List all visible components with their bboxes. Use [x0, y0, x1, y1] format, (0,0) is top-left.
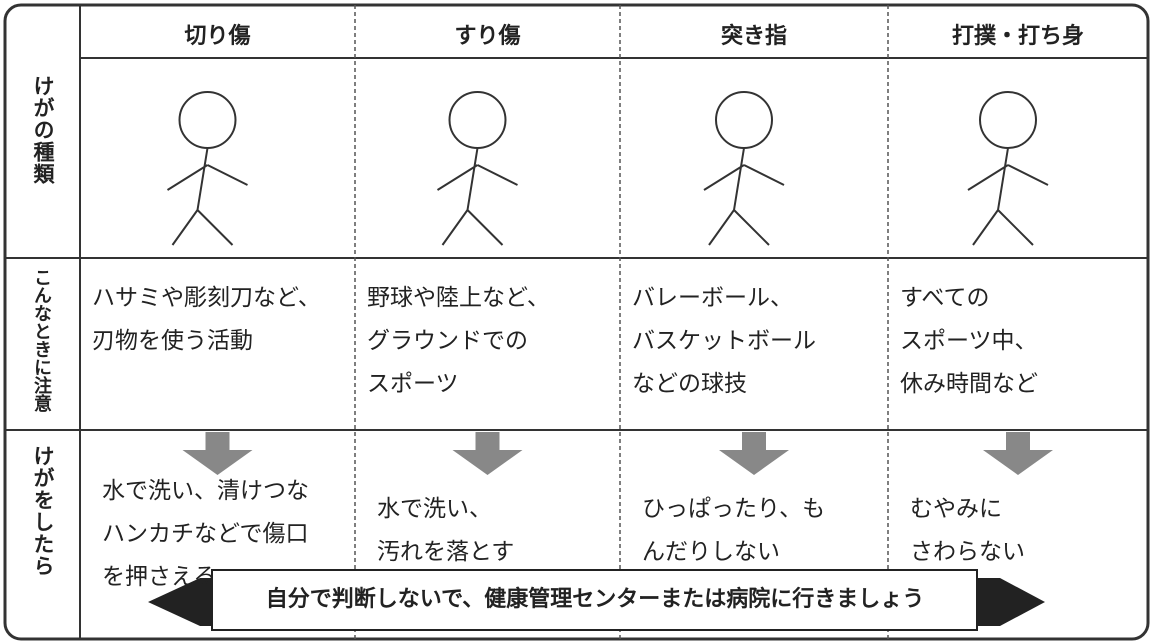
action-line: んだりしない: [642, 539, 780, 565]
caution-line: スポーツ: [367, 371, 459, 397]
illustration-body: [166, 147, 248, 246]
action-text: ひっぱったり、も んだりしない: [642, 488, 825, 574]
caution-text: ハサミや彫刻刀など、 刃物を使う活動: [92, 277, 321, 363]
caution-line: 野球や陸上など、: [367, 285, 550, 311]
down-arrow: [452, 432, 523, 475]
action-line: さわらない: [910, 539, 1025, 565]
columns: [166, 5, 1053, 639]
caution-text: 野球や陸上など、 グラウンドでの スポーツ: [367, 277, 550, 406]
down-arrow: [182, 432, 253, 475]
banner-arrow: [148, 569, 1045, 631]
column-header: 打撲・打ち身: [951, 24, 1084, 49]
down-arrow: [983, 432, 1053, 475]
caution-line: 休み時間など: [900, 371, 1038, 397]
caution-line: ハサミや彫刻刀など、: [92, 285, 321, 311]
row-label: けがをしたら: [31, 445, 55, 577]
column-header: 切り傷: [184, 24, 251, 49]
column-header: 突き指: [720, 24, 787, 49]
caution-line: 刃物を使う活動: [92, 328, 253, 354]
action-text: 水で洗い、汚れを落とす: [377, 488, 514, 574]
banner-box: [211, 569, 978, 631]
banner-text: 自分で判断しないで、健康管理センターまたは病院に行きましょう: [265, 587, 925, 612]
action-line: 水で洗い、: [377, 496, 492, 522]
illustration-body: [967, 147, 1049, 246]
action-line: 汚れを落とす: [377, 539, 515, 565]
illustration-body: [436, 147, 518, 246]
outer-border: [3, 3, 1150, 641]
caution-line: バスケットボール: [632, 328, 816, 354]
row-label: けがの種類: [31, 75, 55, 185]
caution-line: スポーツ中、: [900, 328, 1038, 354]
caution-line: バレーボール、: [632, 285, 793, 311]
action-text: むやみに さわらない: [910, 488, 1025, 574]
caution-line: すべての: [900, 285, 990, 311]
down-arrow: [719, 432, 789, 475]
action-line: むやみに: [910, 496, 1002, 522]
action-line: 水で洗い、清けつな: [102, 478, 309, 504]
caution-text: すべてのスポーツ中、 休み時間など: [900, 277, 1038, 406]
caution-line: グラウンドでの: [367, 328, 528, 354]
column-header: すり傷: [454, 24, 521, 49]
action-line: ハンカチなどで傷口: [102, 521, 309, 547]
action-line: ひっぱったり、も: [642, 496, 826, 522]
action-line: を押さえる: [102, 564, 217, 590]
action-text: 水で洗い、清けつな ハンカチなどで傷口 を押さえる: [102, 470, 309, 599]
illustration-body: [703, 147, 785, 246]
caution-text: バレーボール、 バスケットボール などの球技: [632, 277, 816, 406]
caution-line: などの球技: [632, 371, 747, 397]
row-label: こんなときに注意: [31, 268, 52, 412]
